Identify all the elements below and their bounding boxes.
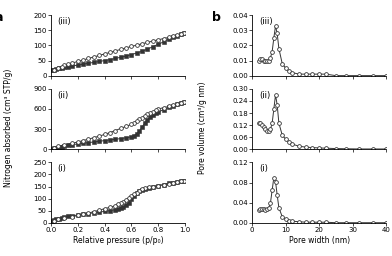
Text: (ii): (ii) xyxy=(259,91,270,100)
Text: (ii): (ii) xyxy=(58,91,69,100)
X-axis label: Pore width (nm): Pore width (nm) xyxy=(289,236,350,245)
X-axis label: Relative pressure (p/p₀): Relative pressure (p/p₀) xyxy=(73,236,163,245)
Text: (iii): (iii) xyxy=(58,17,71,26)
Text: Nitrogen absorbed (cm³ STP/g): Nitrogen absorbed (cm³ STP/g) xyxy=(4,69,13,187)
Text: (i): (i) xyxy=(58,164,67,173)
Text: Pore volume (cm³/g nm): Pore volume (cm³/g nm) xyxy=(198,82,207,174)
Text: (i): (i) xyxy=(259,164,268,173)
Text: (iii): (iii) xyxy=(259,17,272,26)
Text: a: a xyxy=(0,10,3,24)
Text: b: b xyxy=(212,10,221,24)
